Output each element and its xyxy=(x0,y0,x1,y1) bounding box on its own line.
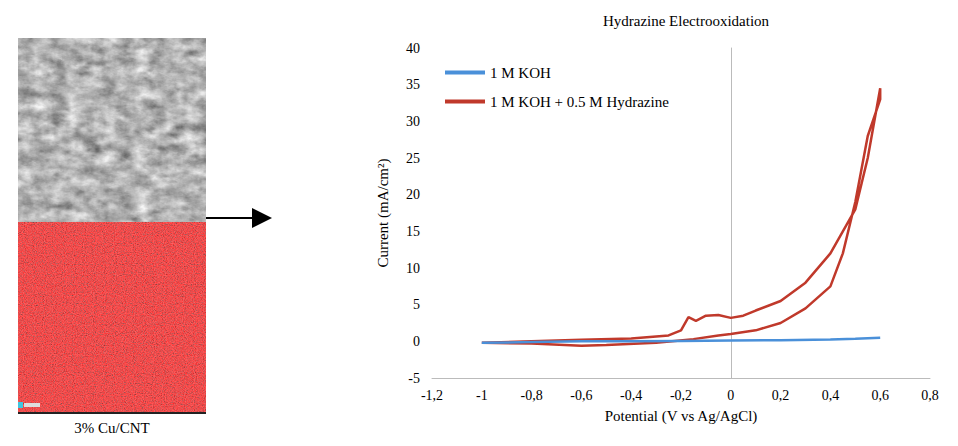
svg-text:25: 25 xyxy=(406,151,420,166)
svg-text:-0,6: -0,6 xyxy=(570,388,592,403)
svg-text:1 M KOH + 0.5 M Hydrazine: 1 M KOH + 0.5 M Hydrazine xyxy=(490,94,669,110)
svg-text:0: 0 xyxy=(413,334,420,349)
svg-text:5: 5 xyxy=(413,297,420,312)
svg-text:-0,8: -0,8 xyxy=(521,388,543,403)
svg-text:40: 40 xyxy=(406,41,420,56)
svg-text:20: 20 xyxy=(406,187,420,202)
svg-text:10: 10 xyxy=(406,261,420,276)
svg-text:-1,2: -1,2 xyxy=(421,388,443,403)
svg-text:-1: -1 xyxy=(476,388,488,403)
svg-text:0,8: 0,8 xyxy=(921,388,939,403)
svg-text:0: 0 xyxy=(727,388,734,403)
svg-text:30: 30 xyxy=(406,114,420,129)
svg-text:35: 35 xyxy=(406,77,420,92)
svg-text:0,2: 0,2 xyxy=(772,388,790,403)
html-text:3% Cu/CNT: 3% Cu/CNT xyxy=(74,420,150,436)
svg-text:-0,4: -0,4 xyxy=(620,388,642,403)
svg-text:1 M KOH: 1 M KOH xyxy=(490,65,551,81)
svg-text:Current (mA/cm²): Current (mA/cm²) xyxy=(375,158,392,267)
svg-text:0,4: 0,4 xyxy=(822,388,840,403)
svg-text:Potential (V vs Ag/AgCl): Potential (V vs Ag/AgCl) xyxy=(605,408,758,425)
svg-text:-0,2: -0,2 xyxy=(670,388,692,403)
svg-text:15: 15 xyxy=(406,224,420,239)
svg-text:Hydrazine Electrooxidation: Hydrazine Electrooxidation xyxy=(603,13,770,29)
svg-text:0,6: 0,6 xyxy=(871,388,889,403)
svg-text:-5: -5 xyxy=(408,371,420,386)
